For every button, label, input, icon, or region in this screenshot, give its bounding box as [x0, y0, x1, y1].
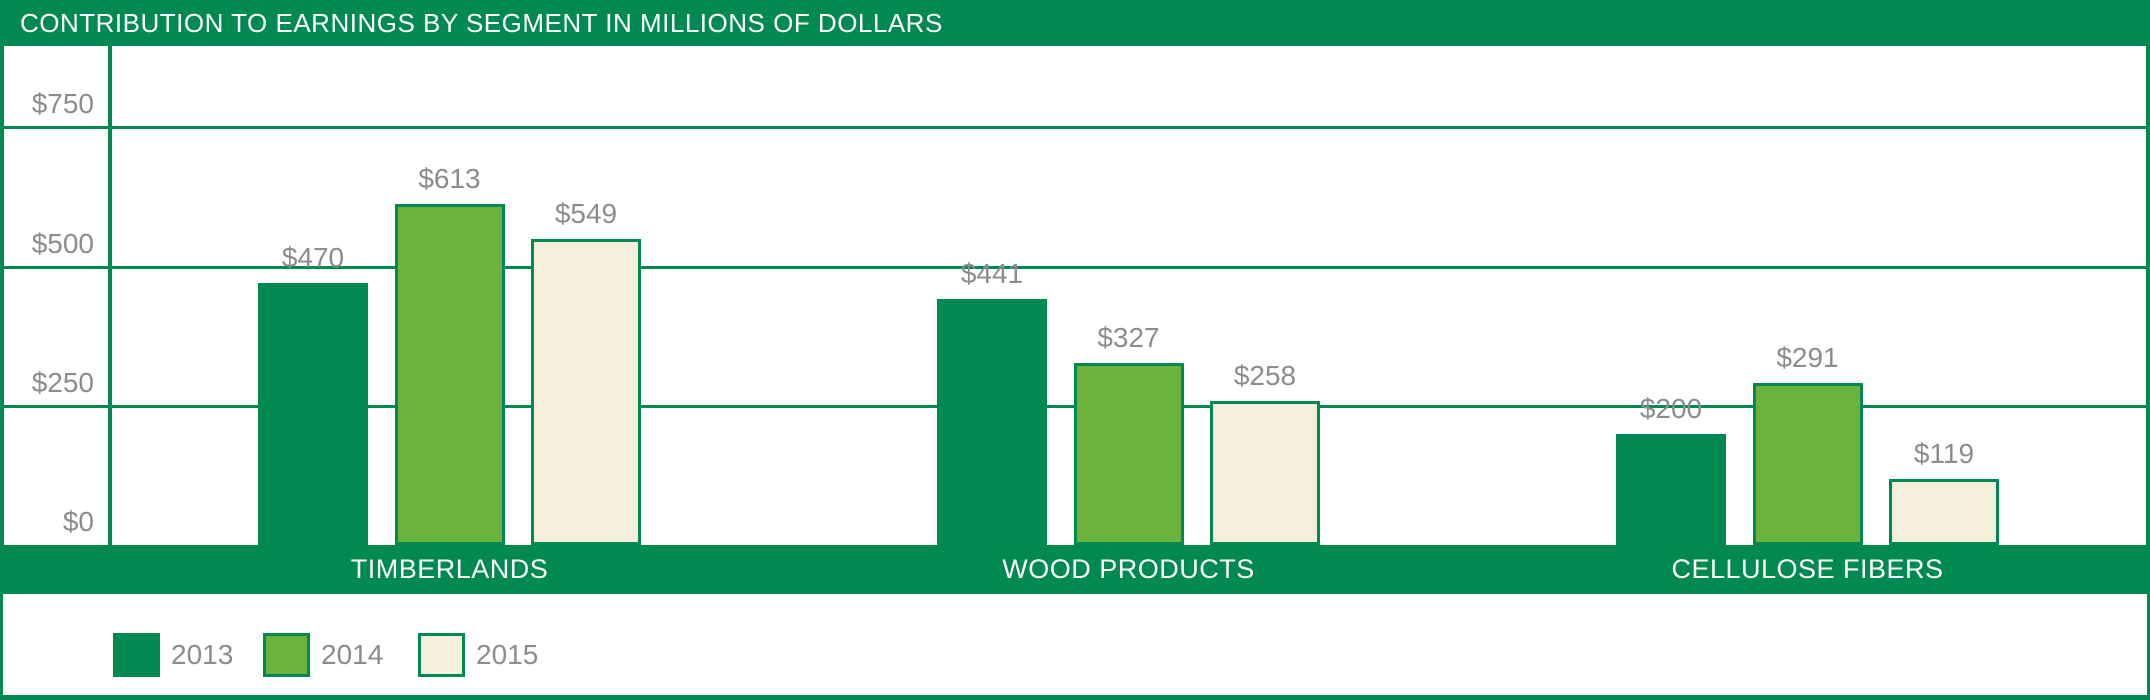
- bar-2015-timberlands: [531, 239, 641, 545]
- legend-label-2015: 2015: [476, 639, 539, 670]
- chart-title: CONTRIBUTION TO EARNINGS BY SEGMENT IN M…: [20, 7, 943, 38]
- bar-value-label-2013-cellulose-fibers: $200: [1639, 392, 1703, 424]
- x-axis-label-cellulose-fibers: CELLULOSE FIBERS: [1671, 554, 1944, 584]
- bar-value-label-2014-cellulose-fibers: $291: [1776, 341, 1839, 373]
- bar-value-label-2015-cellulose-fibers: $119: [1913, 437, 1975, 469]
- bar-value-label-2013-timberlands: $470: [281, 242, 345, 274]
- bar-2014-wood-products: [1073, 362, 1184, 545]
- bar-2014-timberlands: [394, 203, 505, 545]
- legend-label-2013: 2013: [171, 639, 234, 670]
- y-axis-label-0: $0: [62, 506, 94, 537]
- plot-right-border: [2146, 46, 2150, 545]
- legend-label-2014: 2014: [321, 639, 384, 670]
- bar-2013-cellulose-fibers: [1616, 433, 1726, 545]
- bar-value-label-2015-wood-products: $258: [1233, 360, 1297, 392]
- legend-swatch-2015: [418, 633, 465, 677]
- gridline-750: [0, 126, 2150, 130]
- bar-value-label-2014-wood-products: $327: [1097, 321, 1160, 353]
- bar-value-label-2014-timberlands: $613: [418, 162, 481, 194]
- x-axis-label-wood-products: WOOD PRODUCTS: [1002, 554, 1255, 584]
- chart-title-band: CONTRIBUTION TO EARNINGS BY SEGMENT IN M…: [0, 0, 2150, 46]
- y-axis-label-500: $500: [31, 227, 94, 259]
- legend-swatch-2014: [263, 633, 310, 677]
- bar-2014-cellulose-fibers: [1752, 382, 1863, 545]
- bar-value-label-2013-wood-products: $441: [960, 258, 1024, 290]
- bar-2015-wood-products: [1210, 401, 1320, 545]
- bar-2013-wood-products: [937, 299, 1047, 545]
- bar-2013-timberlands: [258, 283, 368, 545]
- plot-left-border: [0, 46, 4, 545]
- bar-2015-cellulose-fibers: [1889, 478, 1999, 545]
- y-axis-label-250: $250: [31, 366, 94, 398]
- x-axis-band: [0, 545, 2150, 594]
- x-axis-label-timberlands: TIMBERLANDS: [350, 554, 549, 584]
- y-axis-label-750: $750: [31, 88, 94, 120]
- legend-swatch-2013: [113, 633, 160, 677]
- y-axis-line: [108, 46, 112, 545]
- legend: 2013 2014 2015: [0, 594, 2150, 700]
- gridline-500: [0, 265, 2150, 269]
- bar-value-label-2015-timberlands: $549: [554, 198, 618, 230]
